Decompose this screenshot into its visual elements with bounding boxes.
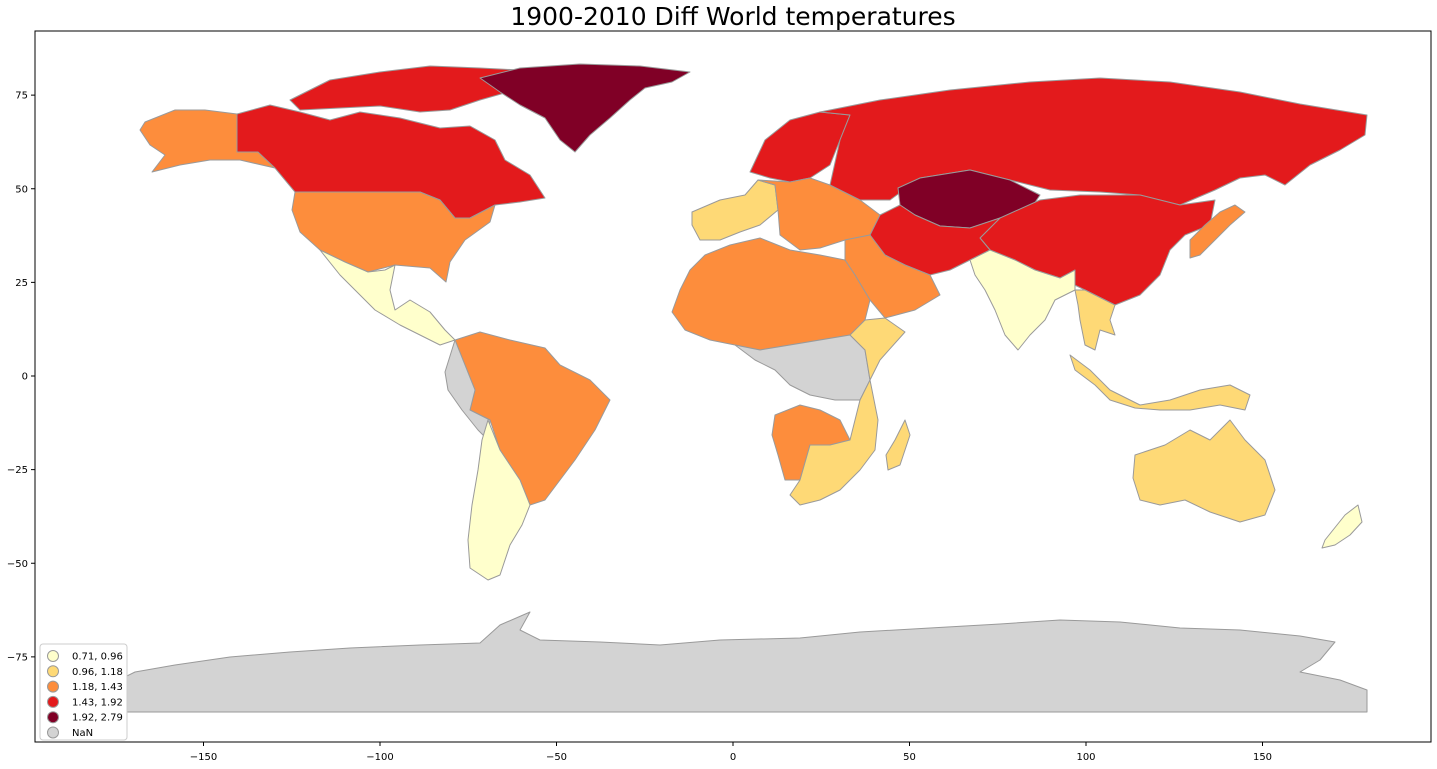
legend-label: 0.96, 1.18 (72, 667, 123, 678)
legend-label: NaN (72, 728, 93, 739)
legend-marker (47, 695, 59, 708)
legend-box (39, 643, 128, 741)
x-axis-ticks: −150 −100 −50 0 50 100 150 (190, 742, 1272, 763)
region-russia (819, 77, 1368, 206)
region-southeast-asia (1074, 289, 1116, 351)
x-tick-label: −100 (366, 752, 393, 763)
region-antarctica (97, 611, 1368, 713)
x-tick-label: 100 (1076, 752, 1095, 763)
map-title: 1900-2010 Diff World temperatures (510, 2, 956, 31)
y-tick-label: −50 (7, 559, 28, 570)
x-tick-label: −150 (190, 752, 217, 763)
countries-layer (97, 63, 1368, 713)
region-europe-west (691, 179, 779, 241)
x-tick-label: 150 (1253, 752, 1272, 763)
region-japan (1189, 204, 1246, 259)
legend-label: 1.43, 1.92 (72, 697, 123, 708)
y-tick-label: 25 (15, 278, 28, 289)
region-new-zealand (1321, 504, 1363, 549)
region-alaska (139, 109, 276, 173)
x-tick-label: 50 (903, 752, 916, 763)
legend-label: 1.18, 1.43 (72, 682, 123, 693)
y-tick-label: 75 (15, 91, 28, 102)
region-australia (1132, 419, 1276, 523)
region-east-africa (849, 317, 906, 381)
legend-label: 0.71, 0.96 (72, 652, 123, 663)
region-south-america-south (467, 419, 531, 581)
legend-marker (47, 650, 59, 662)
legend-marker (47, 711, 59, 724)
region-greenland (479, 63, 691, 153)
region-madagascar (885, 419, 911, 471)
region-indonesia (1069, 354, 1251, 411)
region-southern-africa (789, 379, 879, 506)
x-tick-label: 0 (730, 752, 736, 763)
region-mexico-central-america (319, 249, 456, 346)
legend-label: 1.92, 2.79 (72, 713, 123, 724)
y-tick-label: 50 (15, 184, 28, 195)
y-tick-label: 0 (22, 372, 28, 383)
region-usa (291, 191, 496, 283)
region-canada (236, 104, 546, 219)
map-legend: 0.71, 0.96 0.96, 1.18 1.18, 1.43 1.43, 1.92… (39, 643, 128, 741)
region-india (969, 249, 1076, 351)
y-tick-label: −75 (7, 652, 28, 663)
legend-marker (47, 665, 59, 678)
legend-marker (47, 726, 59, 739)
y-axis-ticks: 75 50 25 0 −25 −50 −75 (7, 91, 35, 663)
y-tick-label: −25 (7, 465, 28, 476)
x-tick-label: −50 (546, 752, 567, 763)
region-arctic-islands (289, 65, 521, 113)
region-north-africa (671, 237, 871, 351)
legend-marker (47, 680, 59, 693)
